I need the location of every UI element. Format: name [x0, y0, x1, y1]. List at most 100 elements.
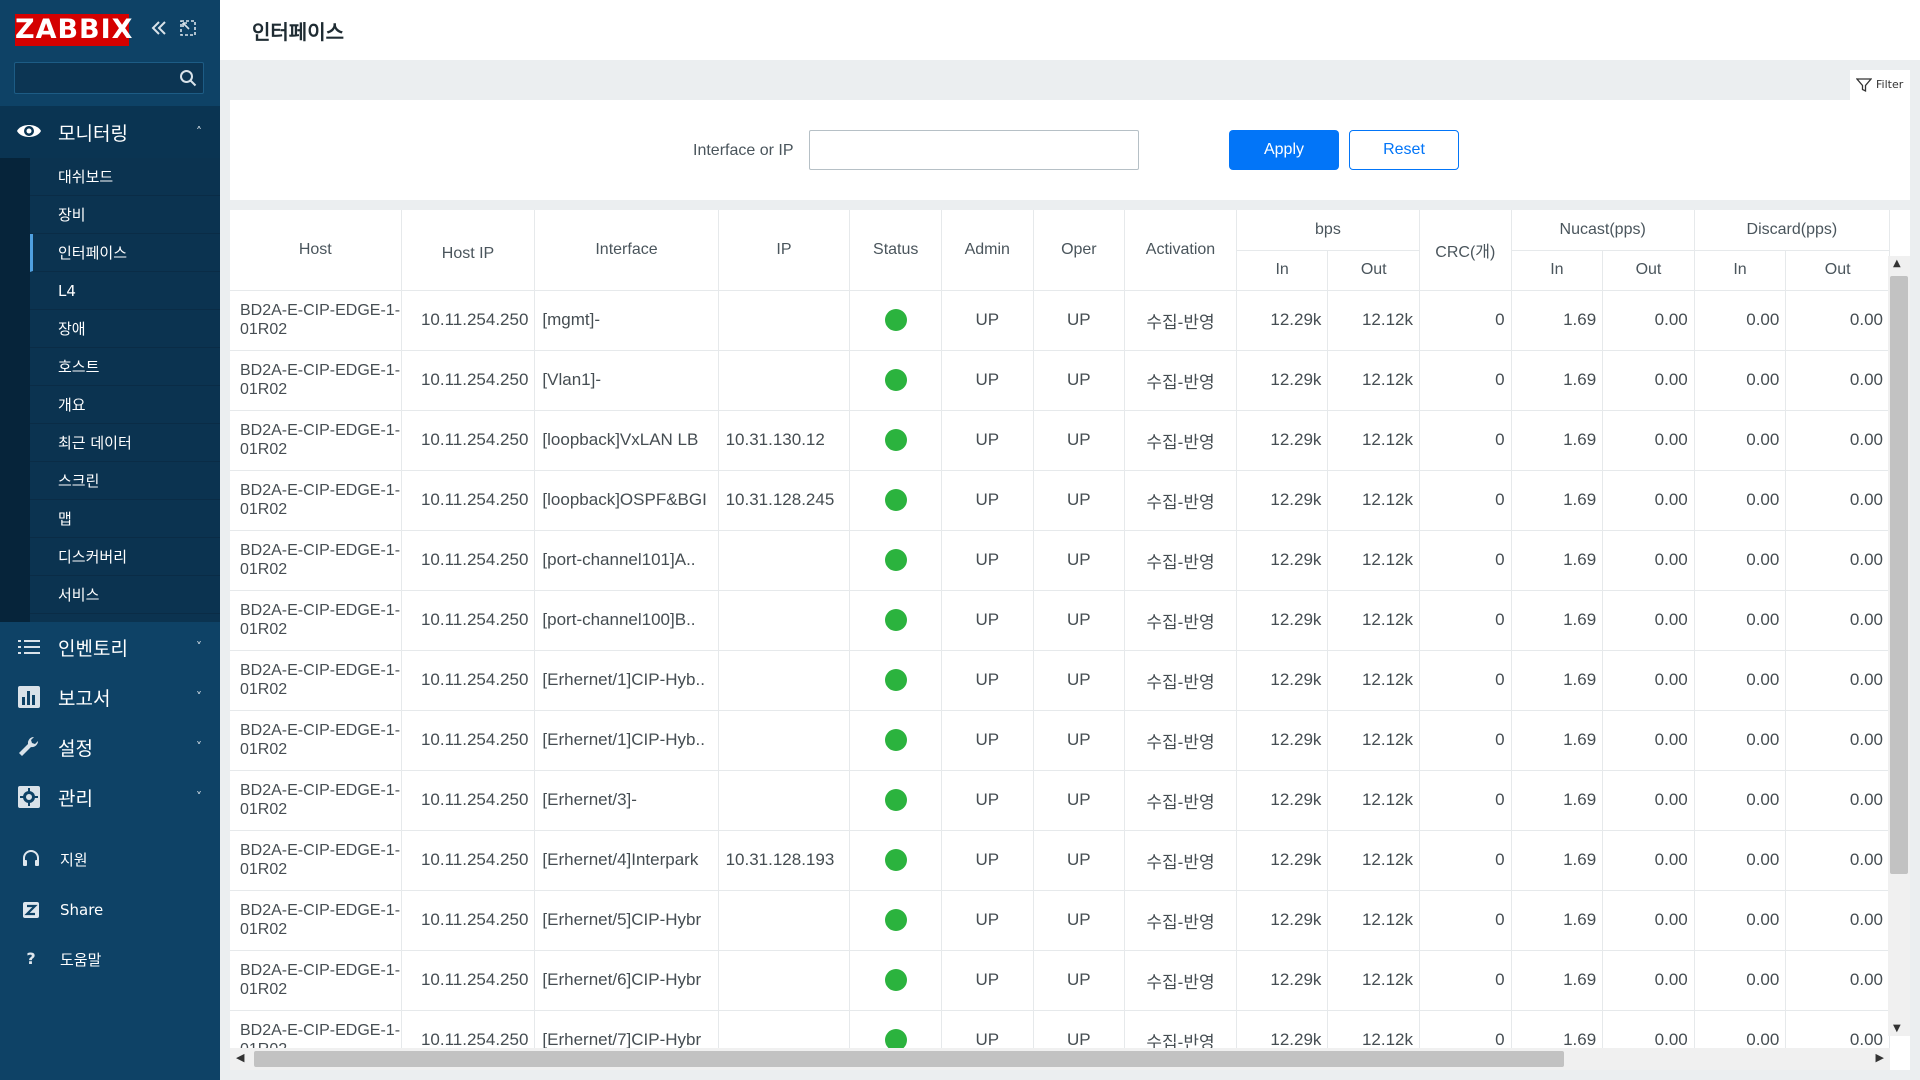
cell-admin: UP: [941, 590, 1034, 651]
submenu-l4[interactable]: L4: [30, 272, 220, 310]
col-oper[interactable]: Oper: [1033, 210, 1126, 291]
cell-admin: UP: [941, 350, 1034, 411]
cell-activation: 수집-반영: [1124, 530, 1237, 591]
cell-interface: [loopback]OSPF&BGI: [534, 470, 719, 531]
submenu-interfaces[interactable]: 인터페이스: [30, 234, 220, 272]
col-nucast-out[interactable]: Out: [1602, 250, 1695, 291]
scroll-down-arrow-icon[interactable]: ▼: [1893, 1023, 1901, 1034]
kiosk-mode-icon[interactable]: [177, 17, 199, 39]
cell-bps-out: 12.12k: [1327, 890, 1421, 951]
col-host-ip[interactable]: Host IP: [401, 210, 536, 291]
cell-host-ip: 10.11.254.250: [401, 470, 536, 531]
col-nucast-in[interactable]: In: [1511, 250, 1604, 291]
cell-nucast-out: 0.00: [1602, 710, 1695, 771]
scroll-left-arrow-icon[interactable]: ◀: [236, 1051, 245, 1064]
submenu-screens[interactable]: 스크린: [30, 462, 220, 500]
scroll-up-arrow-icon[interactable]: ▲: [1893, 258, 1901, 269]
gear-icon: [18, 786, 40, 808]
scroll-right-arrow-icon[interactable]: ▶: [1875, 1051, 1884, 1064]
sidebar-search-input[interactable]: [15, 63, 175, 93]
cell-discard-in: 0.00: [1694, 770, 1787, 831]
submenu-maps[interactable]: 맵: [30, 500, 220, 538]
vertical-scrollbar[interactable]: ▲ ▼: [1888, 256, 1910, 1036]
col-bps: bps: [1236, 210, 1421, 251]
submenu-latest-data[interactable]: 최근 데이터: [30, 424, 220, 462]
menu-administration[interactable]: 관리 ˅: [0, 772, 220, 822]
col-ip[interactable]: IP: [718, 210, 851, 291]
table-row[interactable]: BD2A-E-CIP-EDGE-1-01R02 10.11.254.250 [por…: [230, 530, 1890, 591]
cell-nucast-out: 0.00: [1602, 890, 1695, 951]
submenu-devices[interactable]: 장비: [30, 196, 220, 234]
page-title: 인터페이스: [252, 20, 344, 44]
interface-or-ip-input[interactable]: [809, 130, 1139, 170]
menu-support[interactable]: 지원: [0, 837, 220, 881]
col-crc[interactable]: CRC(개): [1419, 210, 1512, 291]
menu-reports[interactable]: 보고서 ˅: [0, 672, 220, 722]
filter-tab[interactable]: Filter: [1850, 70, 1910, 100]
col-discard-in[interactable]: In: [1694, 250, 1787, 291]
interface-or-ip-label: Interface or IP: [693, 142, 794, 159]
zabbix-logo[interactable]: ZABBIX: [15, 14, 134, 46]
table-row[interactable]: BD2A-E-CIP-EDGE-1-01R02 10.11.254.250 [Vla…: [230, 350, 1890, 411]
cell-discard-in: 0.00: [1694, 830, 1787, 891]
submenu-services[interactable]: 서비스: [30, 576, 220, 614]
menu-share-label: Share: [60, 901, 104, 919]
cell-oper: UP: [1033, 410, 1126, 471]
chevron-down-icon: ˅: [196, 640, 202, 654]
col-status[interactable]: Status: [849, 210, 942, 291]
table-row[interactable]: BD2A-E-CIP-EDGE-1-01R02 10.11.254.250 [mgm…: [230, 290, 1890, 351]
col-bps-in[interactable]: In: [1236, 250, 1329, 291]
cell-status: [849, 650, 942, 711]
col-bps-out[interactable]: Out: [1327, 250, 1421, 291]
col-discard-out[interactable]: Out: [1785, 250, 1890, 291]
chevron-down-icon: ˅: [196, 740, 202, 754]
submenu-discovery[interactable]: 디스커버리: [30, 538, 220, 576]
col-interface[interactable]: Interface: [534, 210, 719, 291]
sidebar-search[interactable]: [14, 62, 204, 94]
col-host[interactable]: Host: [230, 210, 402, 291]
cell-status: [849, 410, 942, 471]
horizontal-scroll-thumb[interactable]: [254, 1051, 1564, 1067]
table-row[interactable]: BD2A-E-CIP-EDGE-1-01R02 10.11.254.250 [por…: [230, 590, 1890, 651]
col-nucast: Nucast(pps): [1511, 210, 1695, 251]
table-row[interactable]: BD2A-E-CIP-EDGE-1-01R02 10.11.254.250 [loo…: [230, 410, 1890, 471]
menu-help[interactable]: ? 도움말: [0, 937, 220, 981]
cell-nucast-in: 1.69: [1511, 890, 1604, 951]
menu-inventory[interactable]: 인벤토리 ˅: [0, 622, 220, 672]
cell-discard-out: 0.00: [1785, 950, 1890, 1011]
apply-button[interactable]: Apply: [1229, 130, 1339, 170]
table-row[interactable]: BD2A-E-CIP-EDGE-1-01R02 10.11.254.250 [loo…: [230, 470, 1890, 531]
submenu-overview[interactable]: 개요: [30, 386, 220, 424]
submenu-problems[interactable]: 장애: [30, 310, 220, 348]
cell-admin: UP: [941, 410, 1034, 471]
cell-bps-out: 12.12k: [1327, 650, 1421, 711]
menu-share[interactable]: Share: [0, 888, 220, 932]
cell-activation: 수집-반영: [1124, 890, 1237, 951]
reset-button[interactable]: Reset: [1349, 130, 1459, 170]
cell-nucast-in: 1.69: [1511, 350, 1604, 411]
vertical-scroll-thumb[interactable]: [1890, 276, 1908, 874]
cell-activation: 수집-반영: [1124, 950, 1237, 1011]
submenu-dashboard[interactable]: 대쉬보드: [30, 158, 220, 196]
cell-activation: 수집-반영: [1124, 470, 1237, 531]
cell-nucast-out: 0.00: [1602, 530, 1695, 591]
cell-admin: UP: [941, 950, 1034, 1011]
horizontal-scrollbar[interactable]: ◀ ▶: [230, 1048, 1890, 1070]
cell-oper: UP: [1033, 650, 1126, 711]
cell-crc: 0: [1419, 530, 1512, 591]
search-icon[interactable]: [179, 69, 197, 87]
cell-oper: UP: [1033, 770, 1126, 831]
menu-monitoring[interactable]: 모니터링 ˄: [0, 106, 220, 158]
col-activation[interactable]: Activation: [1124, 210, 1237, 291]
menu-configuration[interactable]: 설정 ˅: [0, 722, 220, 772]
cell-discard-in: 0.00: [1694, 470, 1787, 531]
collapse-sidebar-icon[interactable]: [148, 17, 170, 39]
col-admin[interactable]: Admin: [941, 210, 1034, 291]
submenu-hosts[interactable]: 호스트: [30, 348, 220, 386]
